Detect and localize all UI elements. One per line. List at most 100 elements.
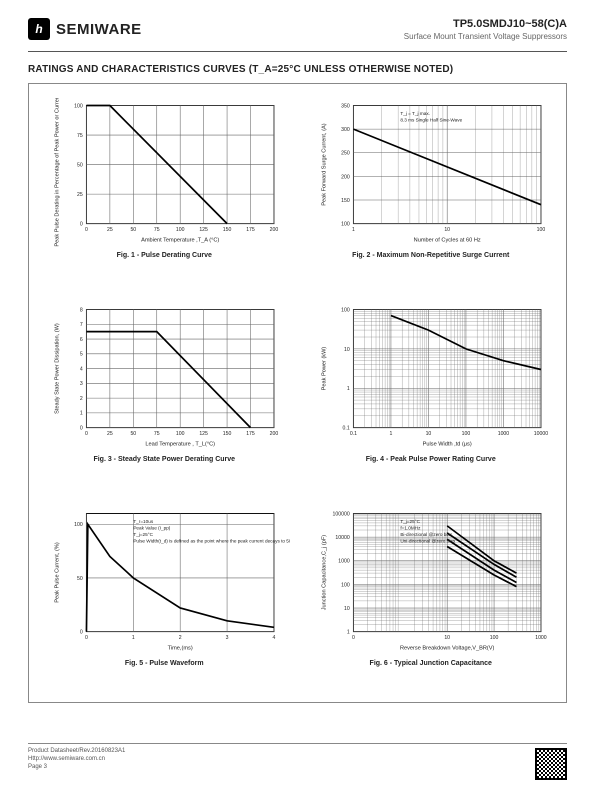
svg-text:100: 100 [176, 227, 185, 233]
svg-text:10: 10 [444, 635, 450, 641]
chart-svg: 02550751001251501752000255075100Ambient … [39, 98, 290, 248]
svg-text:Peak Value (I_pp): Peak Value (I_pp) [133, 525, 170, 530]
svg-text:150: 150 [223, 227, 232, 233]
svg-text:200: 200 [270, 227, 279, 233]
chart-svg: 01234050100Time,(ms)Peak Pulse Current, … [39, 506, 290, 656]
svg-text:25: 25 [77, 192, 83, 198]
svg-text:100: 100 [341, 307, 350, 313]
svg-text:50: 50 [77, 576, 83, 582]
svg-text:0: 0 [80, 426, 83, 432]
svg-text:1: 1 [80, 411, 83, 417]
svg-text:8: 8 [80, 307, 83, 313]
svg-text:1000: 1000 [535, 635, 547, 641]
svg-text:T_r=10us: T_r=10us [133, 519, 154, 524]
svg-text:1: 1 [346, 386, 349, 392]
footer-line3: Page 3 [28, 764, 125, 772]
svg-text:50: 50 [130, 431, 136, 437]
svg-text:0: 0 [352, 635, 355, 641]
page-header: h SEMIWARE TP5.0SMDJ10~58(C)A Surface Mo… [0, 0, 595, 47]
product-subtitle: Surface Mount Transient Voltage Suppress… [404, 32, 567, 41]
svg-text:25: 25 [107, 431, 113, 437]
svg-text:10000: 10000 [533, 431, 547, 437]
chart-cell: 0.11101001000100000.1110100Pulse Width ,… [306, 302, 557, 488]
chart-caption: Fig. 5 - Pulse Waveform [125, 660, 204, 667]
svg-text:Pulse Width ,td (μs): Pulse Width ,td (μs) [422, 441, 471, 447]
svg-text:100: 100 [74, 103, 83, 109]
svg-text:0: 0 [80, 630, 83, 636]
svg-text:T_j=25°C: T_j=25°C [133, 532, 153, 537]
svg-text:100: 100 [461, 431, 470, 437]
svg-text:Steady State Power Dissipation: Steady State Power Dissipation, (W) [54, 323, 60, 414]
svg-text:1: 1 [352, 227, 355, 233]
svg-text:150: 150 [341, 198, 350, 204]
svg-text:75: 75 [154, 431, 160, 437]
svg-text:2: 2 [179, 635, 182, 641]
svg-text:3: 3 [80, 381, 83, 387]
svg-text:75: 75 [77, 133, 83, 139]
svg-text:1: 1 [389, 431, 392, 437]
svg-text:25: 25 [107, 227, 113, 233]
svg-text:8.3 ms Single Half Sine-Wave: 8.3 ms Single Half Sine-Wave [400, 117, 462, 122]
chart-caption: Fig. 3 - Steady State Power Derating Cur… [93, 456, 235, 463]
part-number: TP5.0SMDJ10~58(C)A [404, 18, 567, 30]
svg-text:0: 0 [85, 431, 88, 437]
svg-text:1: 1 [346, 630, 349, 636]
svg-text:Peak Pulse Current, (%): Peak Pulse Current, (%) [54, 542, 60, 603]
chart-caption: Fig. 1 - Pulse Derating Curve [117, 252, 212, 259]
logo-text: SEMIWARE [56, 21, 142, 38]
svg-text:0: 0 [85, 227, 88, 233]
svg-text:Reverse Breakdown Voltage,V_BR: Reverse Breakdown Voltage,V_BR(V) [399, 645, 494, 651]
chart-svg: 0255075100125150175200012345678Lead Temp… [39, 302, 290, 452]
svg-text:10: 10 [425, 431, 431, 437]
logo-mark: h [28, 18, 50, 40]
chart-cell: 02550751001251501752000255075100Ambient … [39, 98, 290, 284]
svg-text:10000: 10000 [335, 535, 349, 541]
footer-line2: Http://www.semiware.com.cn [28, 756, 125, 764]
qr-code [535, 748, 567, 780]
svg-text:300: 300 [341, 127, 350, 133]
header-right: TP5.0SMDJ10~58(C)A Surface Mount Transie… [404, 18, 567, 41]
logo: h SEMIWARE [28, 18, 142, 40]
svg-text:Lead Temperature , T_L(°C): Lead Temperature , T_L(°C) [145, 441, 215, 447]
svg-text:75: 75 [154, 227, 160, 233]
svg-text:4: 4 [80, 366, 83, 372]
svg-text:1000: 1000 [497, 431, 509, 437]
svg-text:Peak Forward Surge Current, (A: Peak Forward Surge Current, (A) [321, 123, 327, 205]
svg-text:Time,(ms): Time,(ms) [168, 645, 193, 651]
svg-text:7: 7 [80, 322, 83, 328]
svg-text:Bi-directional @zero bias: Bi-directional @zero bias [400, 532, 453, 537]
svg-text:Number of Cycles at 60 Hz: Number of Cycles at 60 Hz [413, 237, 480, 243]
svg-text:Uni-directional @zero bias: Uni-directional @zero bias [400, 539, 456, 544]
chart-cell: 110100100150200250300350Number of Cycles… [306, 98, 557, 284]
svg-text:10: 10 [343, 347, 349, 353]
svg-text:200: 200 [270, 431, 279, 437]
svg-text:Ambient Temperature ,T_A (°C): Ambient Temperature ,T_A (°C) [141, 237, 219, 243]
section-title: RATINGS AND CHARACTERISTICS CURVES (T_A=… [0, 52, 595, 83]
svg-text:175: 175 [246, 431, 255, 437]
chart-svg: 110100100150200250300350Number of Cycles… [306, 98, 557, 248]
charts-grid: 02550751001251501752000255075100Ambient … [39, 98, 556, 692]
chart-cell: 0101001000110100100010000100000Reverse B… [306, 506, 557, 692]
svg-text:10: 10 [444, 227, 450, 233]
footer-line1: Product Datasheet/Rev.20160823A1 [28, 748, 125, 756]
svg-text:200: 200 [341, 174, 350, 180]
svg-text:T_j = T_j max.: T_j = T_j max. [400, 111, 430, 116]
svg-text:50: 50 [77, 162, 83, 168]
footer-text: Product Datasheet/Rev.20160823A1 Http://… [28, 748, 125, 771]
svg-text:10: 10 [343, 606, 349, 612]
svg-text:100: 100 [341, 582, 350, 588]
svg-text:0.1: 0.1 [342, 426, 349, 432]
chart-caption: Fig. 4 - Peak Pulse Power Rating Curve [366, 456, 496, 463]
svg-text:50: 50 [130, 227, 136, 233]
chart-cell: 01234050100Time,(ms)Peak Pulse Current, … [39, 506, 290, 692]
svg-text:5: 5 [80, 352, 83, 358]
svg-text:350: 350 [341, 103, 350, 109]
svg-text:150: 150 [223, 431, 232, 437]
svg-text:0: 0 [85, 635, 88, 641]
svg-text:100000: 100000 [332, 511, 349, 517]
charts-container: 02550751001251501752000255075100Ambient … [28, 83, 567, 703]
svg-text:1: 1 [132, 635, 135, 641]
svg-text:175: 175 [246, 227, 255, 233]
svg-text:125: 125 [199, 227, 208, 233]
svg-text:T_j=25°C: T_j=25°C [400, 519, 420, 524]
